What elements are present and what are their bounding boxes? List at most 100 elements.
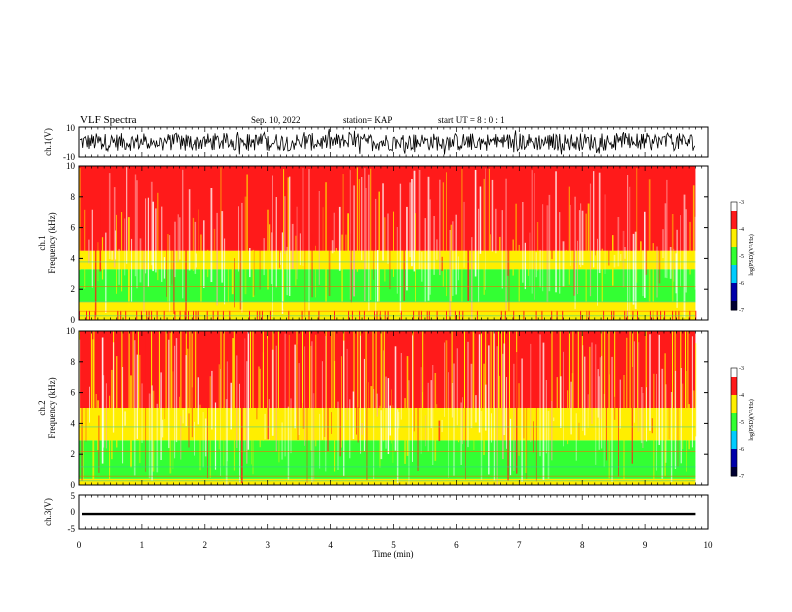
sferic-streak xyxy=(232,338,234,417)
sferic-streak xyxy=(646,387,647,442)
colorbar-cell xyxy=(731,411,737,414)
sferic-streak xyxy=(116,356,118,448)
sferic-streak xyxy=(456,348,458,426)
sferic-streak xyxy=(145,198,147,274)
colorbar-tick-label: -5 xyxy=(739,254,744,260)
colorbar-cell xyxy=(731,441,737,445)
sferic-streak xyxy=(251,412,252,465)
ch1-ytick-top: 10 xyxy=(66,123,76,133)
band-texture-stripe xyxy=(422,331,424,408)
tone-line xyxy=(79,286,696,287)
sferic-streak xyxy=(239,180,242,310)
sferic-streak xyxy=(578,210,581,265)
band-texture-stripe xyxy=(624,310,626,320)
sferic-streak xyxy=(169,333,172,474)
band-texture-stripe xyxy=(428,310,430,320)
sferic-streak xyxy=(174,345,176,459)
sferic-streak xyxy=(545,380,547,454)
colorbar-cell xyxy=(731,414,737,418)
sferic-streak xyxy=(272,175,273,317)
band-texture-stripe xyxy=(418,310,420,320)
sferic-streak xyxy=(185,355,187,427)
band-texture-stripe xyxy=(509,331,510,408)
band-texture-stripe xyxy=(146,310,148,320)
colorbar-cell xyxy=(731,449,737,452)
sferic-streak xyxy=(530,343,532,443)
colorbar-cell xyxy=(731,218,737,221)
band-texture-stripe xyxy=(379,310,381,320)
sferic-streak xyxy=(474,170,477,277)
band-texture-stripe xyxy=(689,310,691,320)
colorbar-cell xyxy=(731,382,737,385)
sferic-streak xyxy=(194,421,195,456)
band-texture-stripe xyxy=(451,331,453,408)
sferic-streak xyxy=(337,401,339,470)
sferic-streak xyxy=(191,387,193,438)
sferic-streak xyxy=(673,248,675,282)
sferic-streak xyxy=(624,247,626,259)
sferic-streak xyxy=(623,375,625,481)
sferic-streak xyxy=(281,232,284,314)
colorbar-cell xyxy=(731,270,737,273)
spectrogram-ytick-label: 2 xyxy=(71,284,76,294)
sferic-streak xyxy=(491,413,492,443)
sferic-streak xyxy=(259,170,261,290)
colorbar-tick-label: -7 xyxy=(739,308,744,314)
sferic-streak xyxy=(503,343,506,435)
x-tick-label: 4 xyxy=(328,540,333,550)
sferic-streak xyxy=(297,344,299,440)
colorbar-cell xyxy=(731,216,737,219)
x-tick-label: 10 xyxy=(704,540,714,550)
sferic-streak xyxy=(475,395,477,423)
sferic-streak xyxy=(152,390,155,472)
sferic-streak xyxy=(126,167,128,264)
colorbar-cell xyxy=(731,373,737,376)
sferic-streak xyxy=(370,168,372,301)
band-texture-stripe xyxy=(500,310,502,320)
sferic-streak xyxy=(115,230,117,260)
sferic-streak xyxy=(269,224,271,259)
sferic-streak xyxy=(597,238,598,306)
sferic-streak xyxy=(493,331,495,481)
band-texture-stripe xyxy=(217,310,219,320)
band-texture-stripe xyxy=(348,310,350,320)
sferic-streak xyxy=(287,177,290,270)
band-texture-stripe xyxy=(645,331,647,408)
ch1-spectrogram-yticks: 0 2 4 6 8 10 xyxy=(66,161,708,325)
colorbar-cell xyxy=(731,389,737,392)
sferic-streak xyxy=(99,199,102,272)
band-texture-stripe xyxy=(363,310,365,320)
colorbar-cell xyxy=(731,429,737,432)
sferic-streak xyxy=(604,194,606,274)
x-tick-label: 2 xyxy=(203,540,208,550)
sferic-streak xyxy=(559,212,561,294)
sferic-streak xyxy=(400,353,402,420)
sferic-streak xyxy=(356,167,358,272)
sferic-streak xyxy=(349,170,351,300)
colorbar-cell xyxy=(731,418,737,421)
sferic-streak xyxy=(373,180,375,280)
colorbar-cell xyxy=(731,293,737,297)
sferic-streak xyxy=(199,404,201,471)
sferic-streak xyxy=(108,173,111,260)
band-texture-stripe xyxy=(613,310,615,320)
sferic-streak xyxy=(360,335,361,454)
sferic-streak xyxy=(175,338,178,443)
time-axis-label: Time (min) xyxy=(373,549,414,559)
sferic-streak xyxy=(462,397,463,445)
sferic-streak xyxy=(442,182,444,287)
band-texture-stripe xyxy=(493,331,495,408)
sferic-streak xyxy=(166,230,167,297)
colorbar-cell xyxy=(731,295,737,298)
sferic-streak xyxy=(682,383,684,449)
colorbar-cell xyxy=(731,268,737,271)
sferic-streak xyxy=(491,179,494,252)
band-texture-stripe xyxy=(195,310,197,320)
sferic-streak xyxy=(253,176,255,296)
sferic-streak xyxy=(467,341,469,448)
colorbar-cell xyxy=(731,207,737,210)
sferic-streak xyxy=(658,334,660,445)
sferic-streak xyxy=(331,240,334,254)
colorbar-cell xyxy=(731,438,737,441)
sferic-streak xyxy=(444,342,445,417)
